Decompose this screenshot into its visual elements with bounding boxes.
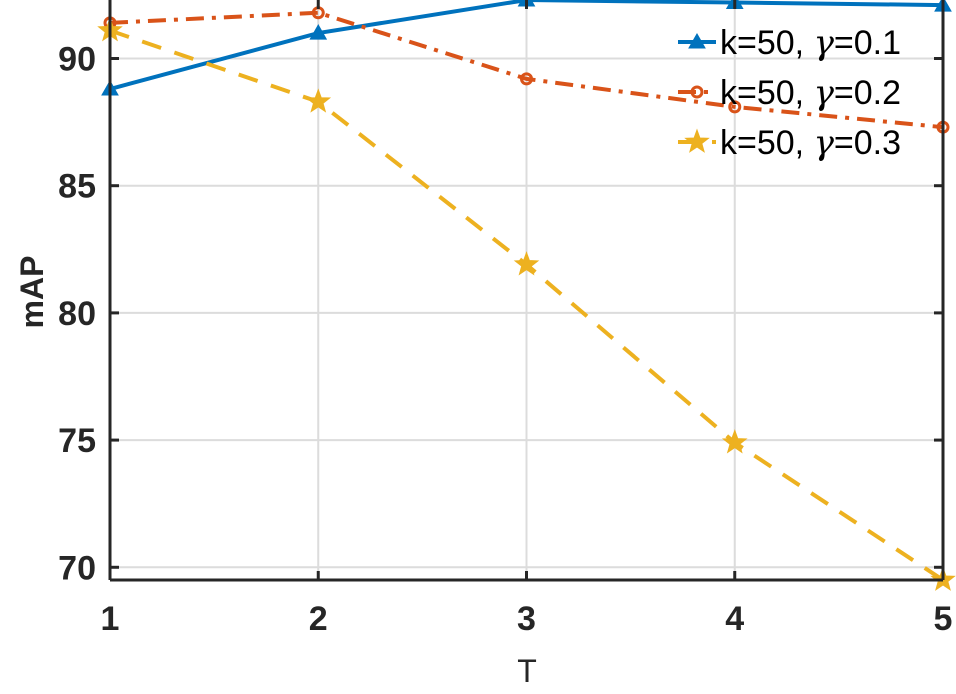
legend-entry-2: k=50, γ=0.2 <box>678 73 901 113</box>
y-tick-label: 80 <box>58 295 96 333</box>
data-point <box>305 88 332 113</box>
star-marker <box>684 128 710 153</box>
legend-label: k=50, γ=0.3 <box>720 123 901 163</box>
x-tick-label: 2 <box>309 600 328 638</box>
y-tick-label: 75 <box>58 422 96 460</box>
axes-frame <box>108 0 945 582</box>
legend-entry-1: k=50, γ=0.1 <box>678 23 901 63</box>
x-tick-label: 1 <box>101 600 120 638</box>
x-tick-label: 3 <box>517 600 536 638</box>
legend: k=50, γ=0.1 k=50, γ=0.2 k=50, γ=0.3 <box>678 23 901 163</box>
x-tick-label: 4 <box>725 600 744 638</box>
x-tick-label: 5 <box>934 600 953 638</box>
x-axis-label: T <box>517 653 537 689</box>
data-point <box>520 72 533 86</box>
series-line <box>109 0 944 91</box>
legend-entry-3: k=50, γ=0.3 <box>678 123 901 163</box>
y-tick-label: 85 <box>58 168 96 206</box>
data-point <box>309 24 328 40</box>
series-line <box>109 10 944 130</box>
legend-label: k=50, γ=0.2 <box>720 73 901 113</box>
tick-labels: 1 2 3 4 5 70 75 80 85 90 <box>58 41 952 638</box>
circle-marker <box>690 85 704 99</box>
data-point <box>513 251 540 276</box>
triangle-marker <box>688 32 706 49</box>
data-point <box>728 100 742 114</box>
y-tick-label: 70 <box>58 549 96 587</box>
data-point <box>721 429 748 454</box>
y-axis-label: mAP <box>14 256 50 329</box>
y-tick-label: 90 <box>58 41 96 79</box>
legend-label: k=50, γ=0.1 <box>720 23 901 63</box>
